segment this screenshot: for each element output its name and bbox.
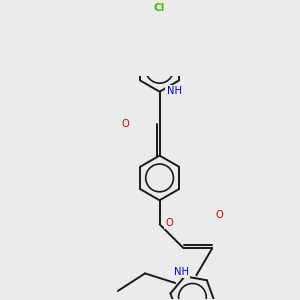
- Text: O: O: [122, 118, 129, 129]
- Text: O: O: [215, 210, 223, 220]
- Text: O: O: [165, 218, 173, 228]
- Text: NH: NH: [174, 267, 189, 277]
- Text: Cl: Cl: [154, 3, 165, 13]
- Text: NH: NH: [167, 86, 182, 96]
